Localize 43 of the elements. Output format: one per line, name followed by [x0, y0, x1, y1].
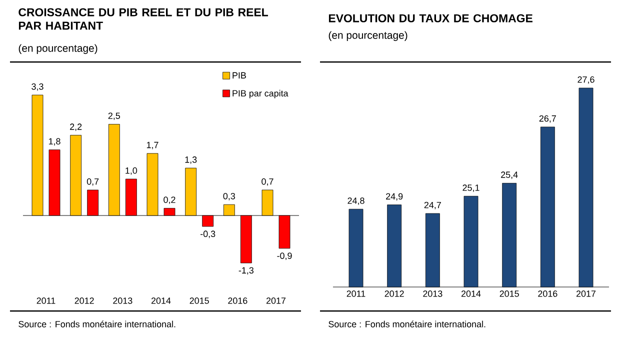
x-tick-label: 2017	[576, 290, 596, 297]
data-label: 2,5	[108, 112, 120, 120]
legend-label: PIB par capita	[232, 90, 288, 98]
x-tick-label: 2015	[500, 290, 519, 297]
data-label: 0,7	[86, 178, 99, 186]
x-tick-label: 2011	[346, 290, 366, 297]
x-tick-label: 2013	[423, 290, 442, 297]
x-tick-label: 2017	[266, 298, 286, 304]
x-tick-label: 2016	[538, 290, 558, 297]
data-label: 3,3	[32, 83, 44, 91]
data-label: 25,1	[462, 184, 480, 192]
x-tick-label: 2014	[461, 290, 481, 297]
data-label: 1,3	[185, 156, 197, 164]
data-label: 25,4	[501, 172, 518, 179]
data-label: 24,9	[386, 193, 403, 201]
data-label: 24,8	[348, 198, 364, 205]
source-note: Source : Fonds monétaire international.	[328, 320, 486, 328]
data-label: 2,2	[70, 124, 82, 131]
data-label: -0,9	[277, 252, 292, 260]
data-label: 1,7	[146, 142, 158, 150]
x-tick-label: 2016	[228, 298, 248, 304]
chart-subtitle: (en pourcentage)	[18, 44, 98, 54]
chart-title: CROISSANCE DU PIB REEL ET DU PIB REEL PAR HABITANT	[18, 8, 268, 30]
x-tick-label: 2012	[74, 298, 94, 304]
data-label: -0,3	[200, 230, 216, 238]
data-label: 0,7	[262, 178, 274, 186]
x-tick-label: 2015	[190, 298, 209, 304]
chart-subtitle: (en pourcentage)	[328, 31, 408, 41]
data-label: 26,7	[539, 115, 556, 123]
data-label: 1,0	[126, 167, 138, 175]
data-label: 0,2	[164, 196, 176, 204]
source-note: Source : Fonds monétaire international.	[18, 320, 176, 328]
legend-label: PIB	[232, 72, 246, 78]
chart-title: EVOLUTION DU TAUX DE CHOMAGE	[328, 14, 532, 22]
data-label: 1,8	[48, 138, 60, 146]
x-tick-label: 2014	[151, 298, 171, 304]
data-label: 0,3	[223, 192, 236, 200]
data-label: 27,6	[578, 76, 594, 84]
x-tick-label: 2013	[113, 298, 132, 304]
data-label: 24,7	[424, 202, 441, 210]
x-tick-label: 2011	[36, 298, 56, 304]
data-label: -1,3	[238, 267, 254, 275]
x-tick-label: 2012	[384, 290, 404, 297]
